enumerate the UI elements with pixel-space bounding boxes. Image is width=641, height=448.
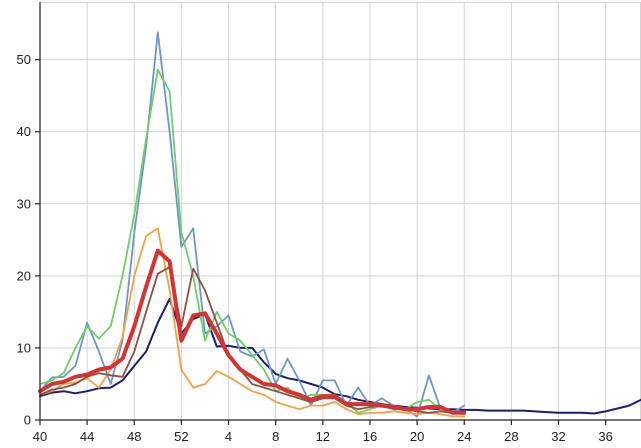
y-tick-label: 10 [17, 340, 31, 355]
y-tick-label: 20 [17, 268, 31, 283]
x-tick-label: 44 [80, 429, 94, 444]
series-line-6 [38, 248, 467, 415]
x-tick-label: 48 [127, 429, 141, 444]
y-tick-label: 40 [17, 124, 31, 139]
series-line-1 [39, 297, 641, 415]
y-tick-label: 50 [17, 52, 31, 67]
x-tick-label: 28 [504, 429, 518, 444]
x-tick-label: 52 [174, 429, 188, 444]
y-tick-label: 0 [24, 413, 31, 428]
y-tick-label: 30 [17, 196, 31, 211]
x-tick-label: 8 [272, 429, 279, 444]
x-tick-label: 20 [410, 429, 424, 444]
x-tick-label: 16 [363, 429, 377, 444]
series-line-5 [39, 266, 466, 414]
x-tick-label: 24 [457, 429, 471, 444]
x-tick-label: 32 [551, 429, 565, 444]
series-line-4 [39, 227, 466, 418]
series-line-2 [39, 31, 466, 418]
axes-layer [35, 2, 641, 425]
grid-layer [40, 2, 641, 420]
x-tick-label: 4 [225, 429, 232, 444]
x-tick-label: 36 [598, 429, 612, 444]
series-layer [38, 31, 641, 418]
x-tick-label: 12 [316, 429, 330, 444]
x-tick-label: 40 [33, 429, 47, 444]
